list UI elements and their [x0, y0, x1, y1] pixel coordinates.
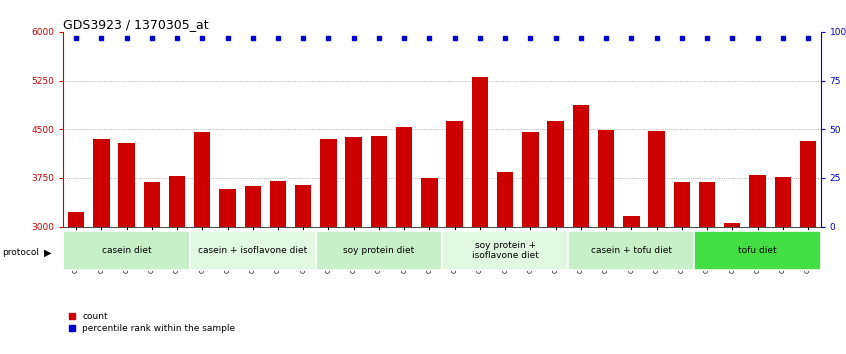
Bar [750, 175, 766, 227]
Bar [442, 231, 569, 270]
Text: ▶: ▶ [44, 247, 52, 257]
Bar [321, 139, 337, 227]
Bar [295, 185, 311, 227]
Bar [547, 121, 563, 227]
Bar [68, 212, 85, 227]
Text: tofu diet: tofu diet [739, 246, 777, 255]
Bar [648, 131, 665, 227]
Bar [169, 176, 185, 227]
Bar [244, 186, 261, 227]
Bar [522, 132, 539, 227]
Text: GDS3923 / 1370305_at: GDS3923 / 1370305_at [63, 18, 209, 31]
Bar [194, 132, 211, 227]
Bar [144, 182, 160, 227]
Bar [699, 182, 715, 227]
Bar [93, 139, 109, 227]
Text: casein + isoflavone diet: casein + isoflavone diet [198, 246, 307, 255]
Bar [624, 216, 640, 227]
Text: soy protein diet: soy protein diet [343, 246, 415, 255]
Bar [371, 136, 387, 227]
Bar [724, 223, 740, 227]
Bar [63, 231, 190, 270]
Bar [673, 182, 690, 227]
Bar [799, 141, 816, 227]
Bar [118, 143, 135, 227]
Bar [219, 189, 236, 227]
Bar [316, 231, 442, 270]
Text: protocol: protocol [3, 248, 40, 257]
Bar [421, 178, 437, 227]
Bar [695, 231, 821, 270]
Bar [396, 127, 412, 227]
Bar [775, 177, 791, 227]
Bar [345, 137, 362, 227]
Bar [472, 76, 488, 227]
Text: casein + tofu diet: casein + tofu diet [591, 246, 672, 255]
Legend: count, percentile rank within the sample: count, percentile rank within the sample [68, 313, 235, 333]
Bar [598, 130, 614, 227]
Bar [497, 172, 514, 227]
Bar [447, 121, 463, 227]
Bar [270, 181, 286, 227]
Bar [573, 105, 589, 227]
Bar [190, 231, 316, 270]
Text: soy protein +
isoflavone diet: soy protein + isoflavone diet [472, 241, 539, 260]
Bar [569, 231, 695, 270]
Text: casein diet: casein diet [102, 246, 151, 255]
